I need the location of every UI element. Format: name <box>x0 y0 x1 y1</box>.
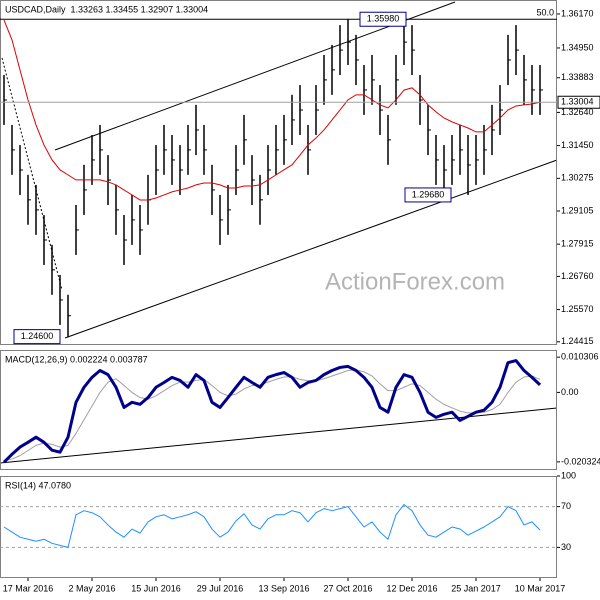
moving-average <box>3 19 541 201</box>
annotation-label: 1.29680 <box>412 189 445 199</box>
x-tick-label: 27 Oct 2016 <box>323 583 372 593</box>
annotation-box <box>13 329 61 345</box>
x-tick-label: 13 Sep 2016 <box>258 583 309 593</box>
x-tick-label: 25 Jan 2017 <box>451 583 501 593</box>
y-tick-label: 1.24415 <box>561 336 594 346</box>
watermark: ActionForex.com <box>325 268 505 295</box>
indicator-line <box>2 359 542 464</box>
y-tick-label: 1.32640 <box>561 107 594 117</box>
y-tick-label: 1.30275 <box>561 173 594 183</box>
y-tick-label: 1.33883 <box>561 72 594 82</box>
x-tick-label: 29 Jul 2016 <box>197 583 244 593</box>
y-tick-label: 1.36170 <box>561 8 594 18</box>
y-tick-label: 0.010306 <box>561 352 599 362</box>
x-tick-label: 2 May 2016 <box>68 583 115 593</box>
y-tick-label: 1.31450 <box>561 140 594 150</box>
annotation-label: 1.35980 <box>367 14 400 24</box>
y-tick-label: 1.27915 <box>561 239 594 249</box>
y-tick-label: 30 <box>561 542 571 552</box>
y-tick-label: 0.00 <box>561 387 579 397</box>
panel-border <box>0 350 557 470</box>
panel-border <box>0 476 557 578</box>
y-tick-label: 70 <box>561 501 571 511</box>
x-tick-label: 12 Dec 2016 <box>386 583 437 593</box>
annotation-box <box>359 11 407 27</box>
y-tick-label: 1.34950 <box>561 42 594 52</box>
fib-label: 50.0 <box>536 8 554 18</box>
y-tick-label: 1.29105 <box>561 205 594 215</box>
last-price-label: 1.33004 <box>561 97 594 107</box>
panel-title: MACD(12,26,9) 0.002224 0.003787 <box>5 354 148 364</box>
y-tick-label: 100 <box>561 470 576 480</box>
x-tick-label: 10 Mar 2017 <box>515 583 566 593</box>
annotation-label: 1.24600 <box>21 331 54 341</box>
y-tick-label: 1.26760 <box>561 271 594 281</box>
y-tick-label: -0.020324 <box>561 456 600 466</box>
channel-lower <box>64 159 558 339</box>
panel-title: RSI(14) 47.0780 <box>5 480 71 490</box>
x-tick-label: 17 Mar 2016 <box>3 583 54 593</box>
indicator-line <box>3 504 541 548</box>
y-tick-label: 1.25570 <box>561 304 594 314</box>
last-price-box <box>557 95 600 109</box>
x-tick-label: 15 Jun 2016 <box>131 583 181 593</box>
panel-border <box>0 0 557 345</box>
indicator-line <box>3 369 541 462</box>
annotation-box <box>404 187 452 203</box>
panel-title: USDCAD,Daily 1.33263 1.33455 1.32907 1.3… <box>5 4 208 14</box>
